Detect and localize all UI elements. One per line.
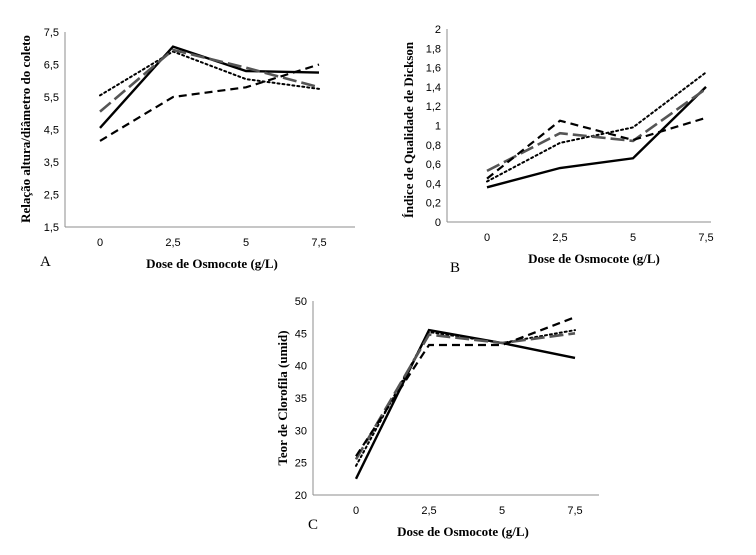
x-tick-label: 0: [97, 237, 103, 249]
y-tick-label: 7,5: [44, 27, 59, 39]
y-axis-label: Relação altura/diâmetro do coleto: [18, 35, 33, 223]
series-line-dashed: [486, 116, 707, 180]
y-tick-label: 1,5: [44, 222, 59, 234]
y-tick-labels: 1,5 2,5 3,5 4,5 5,5 6,5 7,5: [44, 27, 59, 234]
series-line-solid: [354, 328, 576, 480]
x-tick-labels: 0 2,5 5 7,5: [97, 237, 327, 249]
y-tick-label: 30: [295, 425, 307, 437]
y-tick-label: 0,6: [426, 159, 441, 171]
y-tick-label: 0,2: [426, 198, 441, 210]
series-line-dotted: [99, 50, 320, 97]
x-tick-labels: 0 2,5 5 7,5: [484, 232, 714, 244]
y-tick-label: 50: [295, 296, 307, 308]
x-tick-label: 7,5: [698, 232, 713, 244]
x-tick-label: 0: [353, 505, 359, 517]
x-axis-label: Dose de Osmocote (g/L): [397, 524, 529, 539]
series-line-dotted: [486, 71, 707, 183]
series-line-longdash: [99, 48, 320, 113]
series-lines: [99, 45, 320, 142]
panel-label-c: C: [308, 517, 318, 533]
panel-b: 0 0,2 0,4 0,6 0,8 1 1,2 1,4 1,6 1,8 2 0 2,5 5 7,5 Dos…: [401, 24, 714, 276]
panel-label-b: B: [450, 260, 460, 276]
y-tick-label: 0,8: [426, 140, 441, 152]
x-tick-label: 5: [630, 232, 636, 244]
y-tick-label: 1,6: [426, 63, 441, 75]
y-tick-label: 25: [295, 458, 307, 470]
y-tick-label: 35: [295, 393, 307, 405]
x-tick-label: 2,5: [421, 505, 436, 517]
x-tick-labels: 0 2,5 5 7,5: [353, 505, 583, 517]
y-tick-label: 45: [295, 328, 307, 340]
panel-label-a: A: [40, 254, 51, 270]
y-tick-label: 1,2: [426, 101, 441, 113]
x-tick-label: 5: [499, 505, 505, 517]
x-axis-label: Dose de Osmocote (g/L): [146, 256, 278, 271]
y-axis-label: Teor de Clorofila (umid): [275, 330, 290, 465]
x-tick-label: 7,5: [311, 237, 326, 249]
x-tick-label: 2,5: [552, 232, 567, 244]
y-tick-label: 1: [435, 121, 441, 133]
y-tick-label: 0,4: [426, 178, 441, 190]
y-tick-label: 1,4: [426, 82, 441, 94]
series-line-solid: [486, 86, 707, 189]
y-tick-labels: 20 25 30 35 40 45 50: [295, 296, 307, 502]
y-tick-label: 6,5: [44, 60, 59, 72]
series-lines: [354, 316, 576, 480]
y-tick-label: 1,8: [426, 43, 441, 55]
series-line-longdash: [486, 87, 707, 173]
y-tick-label: 40: [295, 361, 307, 373]
y-tick-label: 4,5: [44, 125, 59, 137]
y-tick-label: 3,5: [44, 157, 59, 169]
y-tick-label: 0: [435, 217, 441, 229]
x-tick-label: 0: [484, 232, 490, 244]
x-axis-label: Dose de Osmocote (g/L): [528, 251, 660, 266]
series-line-dashed: [99, 63, 320, 142]
x-tick-label: 7,5: [567, 505, 582, 517]
panel-a: 1,5 2,5 3,5 4,5 5,5 6,5 7,5 0 2,5 5 7,5 Dose de O…: [18, 27, 355, 271]
x-tick-label: 2,5: [165, 237, 180, 249]
y-tick-label: 2: [435, 24, 441, 36]
y-tick-label: 2,5: [44, 190, 59, 202]
series-lines: [486, 71, 707, 189]
series-line-dashed: [355, 316, 576, 457]
series-line-longdash: [354, 332, 576, 461]
x-tick-label: 5: [243, 237, 249, 249]
y-tick-label: 20: [295, 490, 307, 502]
panel-c: 20 25 30 35 40 45 50 0 2,5 5 7,5 Dose de Osmocote…: [275, 296, 599, 539]
y-axis-label: Índice de Qualidade de Dickson: [401, 41, 416, 218]
y-tick-label: 5,5: [44, 92, 59, 104]
y-tick-labels: 0 0,2 0,4 0,6 0,8 1 1,2 1,4 1,6 1,8 2: [426, 24, 441, 229]
